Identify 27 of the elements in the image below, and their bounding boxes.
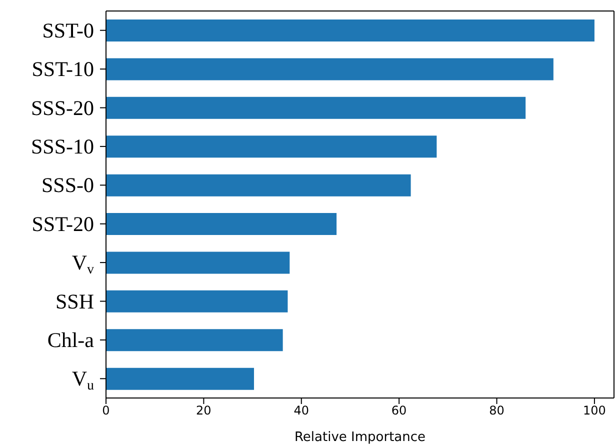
- y-tick-label: SST-0: [42, 18, 94, 42]
- x-tick-label: 40: [294, 404, 310, 418]
- y-tick-label: SSH: [55, 289, 94, 314]
- y-tick-label: V$_{v}$: [72, 250, 94, 278]
- bar: [106, 20, 594, 42]
- bar: [106, 174, 411, 196]
- x-tick-label: 80: [489, 404, 504, 418]
- bar: [106, 252, 290, 274]
- bar: [106, 368, 254, 390]
- x-tick-label: 100: [583, 404, 606, 418]
- x-tick-label: 20: [196, 404, 212, 418]
- y-tick-label: V$_{u}$: [72, 366, 94, 394]
- y-tick-label: SSS-20: [30, 96, 94, 120]
- bar: [106, 290, 288, 312]
- x-axis-title: Relative Importance: [294, 430, 426, 445]
- bar: [106, 58, 554, 80]
- y-tick-label: SST-20: [32, 212, 94, 236]
- x-tick-label: 60: [391, 404, 407, 418]
- bar: [106, 96, 526, 119]
- bar: [106, 213, 337, 236]
- y-tick-label: SST-10: [32, 57, 94, 82]
- x-tick-label: 0: [102, 404, 110, 418]
- y-tick-label: SSS-0: [41, 173, 94, 198]
- bar: [106, 136, 437, 158]
- bar: [106, 329, 283, 352]
- y-tick-label: SSS-10: [30, 134, 94, 158]
- y-tick-label: Chl-a: [47, 328, 95, 352]
